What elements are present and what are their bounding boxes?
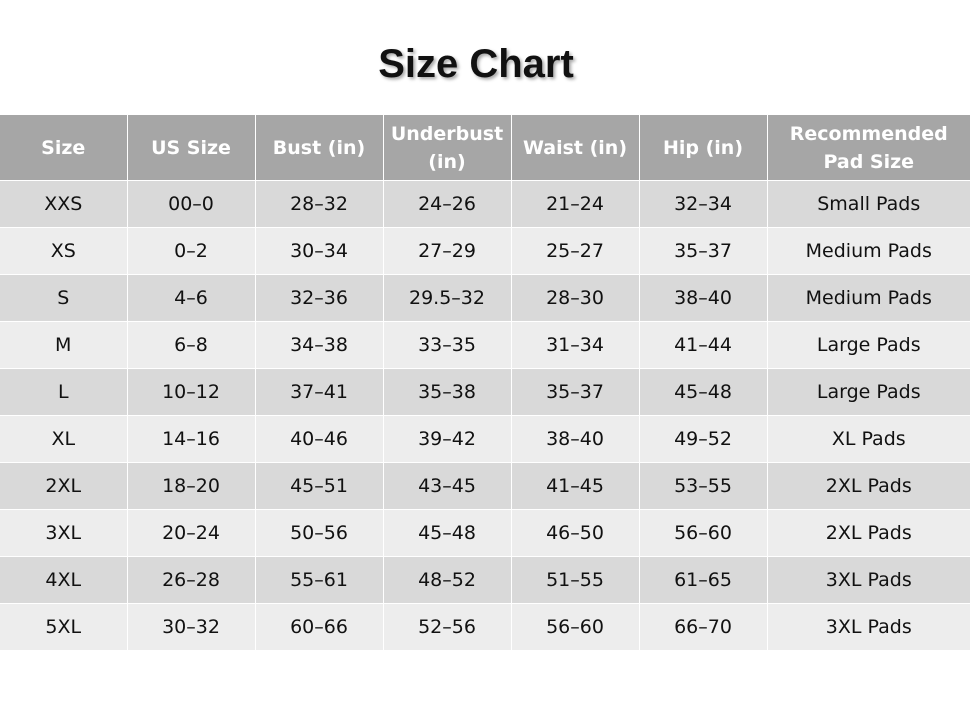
table-cell: 49–52 <box>639 415 768 463</box>
table-cell: 48–52 <box>383 556 512 604</box>
table-cell: 21–24 <box>511 180 640 228</box>
table-cell: 27–29 <box>383 227 512 275</box>
table-row: 4XL 26–28 55–61 48–52 51–55 61–65 3XL Pads <box>0 556 970 604</box>
table-cell: 18–20 <box>127 462 256 510</box>
table-cell: 43–45 <box>383 462 512 510</box>
table-cell: 5XL <box>0 603 128 651</box>
table-cell: 56–60 <box>639 509 768 557</box>
header-cell: US Size <box>127 115 256 181</box>
table-cell: 55–61 <box>255 556 384 604</box>
header-cell: Waist (in) <box>511 115 640 181</box>
table-cell: 35–38 <box>383 368 512 416</box>
table-cell: 33–35 <box>383 321 512 369</box>
table-row: 3XL 20–24 50–56 45–48 46–50 56–60 2XL Pads <box>0 509 970 557</box>
table-cell: Small Pads <box>767 180 970 228</box>
table-cell: 3XL <box>0 509 128 557</box>
table-cell: 40–46 <box>255 415 384 463</box>
table-row: S 4–6 32–36 29.5–32 28–30 38–40 Medium Pads <box>0 274 970 322</box>
table-cell: 52–56 <box>383 603 512 651</box>
header-cell: Hip (in) <box>639 115 768 181</box>
table-row: XL 14–16 40–46 39–42 38–40 49–52 XL Pads <box>0 415 970 463</box>
table-cell: 25–27 <box>511 227 640 275</box>
table-cell: 26–28 <box>127 556 256 604</box>
table-cell: 32–34 <box>639 180 768 228</box>
table-cell: 56–60 <box>511 603 640 651</box>
table-cell: 00–0 <box>127 180 256 228</box>
table-cell: 32–36 <box>255 274 384 322</box>
header-cell: Underbust (in) <box>383 115 512 181</box>
table-cell: 41–45 <box>511 462 640 510</box>
table-cell: Medium Pads <box>767 227 970 275</box>
table-row: 5XL 30–32 60–66 52–56 56–60 66–70 3XL Pads <box>0 603 970 651</box>
table-cell: 38–40 <box>639 274 768 322</box>
table-body: XXS 00–0 28–32 24–26 21–24 32–34 Small Pads XS 0… <box>0 180 970 651</box>
title: Size Chart <box>378 42 574 86</box>
table-cell: 35–37 <box>639 227 768 275</box>
table-cell: 61–65 <box>639 556 768 604</box>
table-cell: 31–34 <box>511 321 640 369</box>
table-cell: 46–50 <box>511 509 640 557</box>
table-cell: 50–56 <box>255 509 384 557</box>
table-cell: 53–55 <box>639 462 768 510</box>
table-cell: 14–16 <box>127 415 256 463</box>
table-cell: 30–32 <box>127 603 256 651</box>
header-cell: Bust (in) <box>255 115 384 181</box>
table-cell: 28–30 <box>511 274 640 322</box>
header-row: Size US Size Bust (in) Underbust (in) Waist … <box>0 115 970 181</box>
table-cell: 66–70 <box>639 603 768 651</box>
table-cell: XL <box>0 415 128 463</box>
size-table: Size US Size Bust (in) Underbust (in) Waist … <box>0 115 970 651</box>
table-row: 2XL 18–20 45–51 43–45 41–45 53–55 2XL Pads <box>0 462 970 510</box>
table-cell: 10–12 <box>127 368 256 416</box>
table-cell: 2XL Pads <box>767 509 970 557</box>
table-cell: 0–2 <box>127 227 256 275</box>
header-cell: Recommended Pad Size <box>767 115 970 181</box>
table-cell: 60–66 <box>255 603 384 651</box>
table-cell: 30–34 <box>255 227 384 275</box>
table-cell: 24–26 <box>383 180 512 228</box>
table-cell: 6–8 <box>127 321 256 369</box>
table-cell: 4–6 <box>127 274 256 322</box>
table-cell: 51–55 <box>511 556 640 604</box>
table-cell: 4XL <box>0 556 128 604</box>
table-cell: 35–37 <box>511 368 640 416</box>
table-cell: 45–51 <box>255 462 384 510</box>
table-cell: 3XL Pads <box>767 556 970 604</box>
table-cell: 45–48 <box>639 368 768 416</box>
table-cell: 41–44 <box>639 321 768 369</box>
table-header: Size US Size Bust (in) Underbust (in) Waist … <box>0 115 970 181</box>
table-cell: M <box>0 321 128 369</box>
table-cell: 34–38 <box>255 321 384 369</box>
table-cell: S <box>0 274 128 322</box>
table-cell: 38–40 <box>511 415 640 463</box>
table-cell: 39–42 <box>383 415 512 463</box>
table-cell: XXS <box>0 180 128 228</box>
header-cell: Size <box>0 115 128 181</box>
table-cell: Large Pads <box>767 368 970 416</box>
table-cell: 37–41 <box>255 368 384 416</box>
table-cell: 2XL Pads <box>767 462 970 510</box>
table-row: XS 0–2 30–34 27–29 25–27 35–37 Medium Pads <box>0 227 970 275</box>
table-row: XXS 00–0 28–32 24–26 21–24 32–34 Small Pads <box>0 180 970 228</box>
table-cell: L <box>0 368 128 416</box>
table-cell: 29.5–32 <box>383 274 512 322</box>
table-row: L 10–12 37–41 35–38 35–37 45–48 Large Pads <box>0 368 970 416</box>
table-cell: 3XL Pads <box>767 603 970 651</box>
table-cell: 20–24 <box>127 509 256 557</box>
table-row: M 6–8 34–38 33–35 31–34 41–44 Large Pads <box>0 321 970 369</box>
table-cell: 2XL <box>0 462 128 510</box>
table-cell: Medium Pads <box>767 274 970 322</box>
table-cell: XL Pads <box>767 415 970 463</box>
table-cell: Large Pads <box>767 321 970 369</box>
table-cell: 28–32 <box>255 180 384 228</box>
table-cell: 45–48 <box>383 509 512 557</box>
table-cell: XS <box>0 227 128 275</box>
